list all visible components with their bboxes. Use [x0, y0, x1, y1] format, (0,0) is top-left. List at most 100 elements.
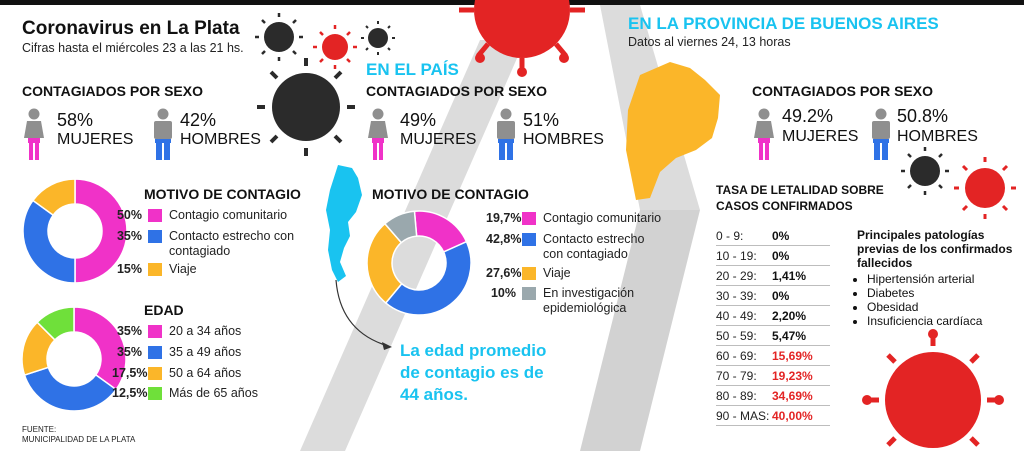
legend-label: Contagio comunitario	[543, 211, 662, 225]
legend-value: 35%	[116, 324, 142, 338]
legend-row: 17,5% 50 a 64 años	[112, 366, 241, 381]
letalidad-valor: 34,69%	[772, 385, 830, 406]
provincia-male-figure-icon	[872, 108, 890, 160]
legend-value: 35%	[116, 345, 142, 359]
legend-swatch	[148, 346, 162, 359]
patologia-item: Hipertensión arterial	[867, 272, 982, 286]
legend-label: Contacto estrecho con contagiado	[169, 229, 295, 258]
pais-hombres-pct: 51%	[523, 110, 560, 130]
edad-promedio-note: La edad promedio de contagio es de 44 añ…	[400, 340, 546, 406]
legend-swatch	[522, 287, 536, 300]
virus-dark-small-1-icon	[255, 13, 303, 61]
letalidad-valor: 0%	[772, 226, 830, 246]
letalidad-rango: 30 - 39:	[716, 285, 772, 306]
fuente-note: FUENTE: MUNICIPALIDAD DE LA PLATA	[22, 425, 135, 445]
legend-swatch	[148, 209, 162, 222]
edad-promedio-line-1: La edad promedio	[400, 341, 547, 360]
legend-swatch	[148, 367, 162, 380]
virus-red-right-icon	[954, 157, 1016, 219]
provincia-hombres-pct: 50.8%	[897, 106, 949, 126]
letalidad-valor: 5,47%	[772, 325, 830, 346]
letalidad-valor: 15,69%	[772, 345, 830, 366]
legend-row: 15% Viaje	[112, 262, 197, 277]
fuente-source: MUNICIPALIDAD DE LA PLATA	[22, 435, 136, 444]
la-plata-title: Coronavirus en La Plata	[22, 18, 240, 39]
letalidad-rango: 80 - 89:	[716, 385, 772, 406]
letalidad-title-line-1: TASA DE LETALIDAD SOBRE	[716, 183, 884, 197]
virus-red-small-1-icon	[313, 25, 357, 69]
provincia-mujeres-label: MUJERES	[782, 128, 859, 145]
patologias-title-line-2: previas de los confirmados	[857, 242, 1013, 256]
legend-value: 35%	[116, 229, 142, 243]
arrow-head-icon	[382, 342, 392, 350]
letalidad-rango: 0 - 9:	[716, 226, 772, 246]
provincia-subtitle: Datos al viernes 24, 13 horas	[628, 35, 791, 49]
la-plata-hombres-pct: 42%	[180, 110, 217, 130]
legend-row: 19,7% Contagio comunitario	[486, 211, 661, 226]
legend-value: 19,7%	[486, 211, 522, 225]
provincia-mujeres-pct: 49.2%	[782, 106, 834, 126]
donut-slice-3	[36, 306, 75, 341]
provincia-sexo-title: CONTAGIADOS POR SEXO	[752, 83, 933, 99]
legend-swatch	[148, 263, 162, 276]
letalidad-rango: 70 - 79:	[716, 365, 772, 386]
patologia-item: Diabetes	[867, 286, 982, 300]
letalidad-rango: 40 - 49:	[716, 305, 772, 326]
legend-value: 12,5%	[112, 386, 148, 400]
pais-motivo-title: MOTIVO DE CONTAGIO	[372, 186, 529, 202]
donut-slice-0	[73, 306, 127, 391]
letalidad-table: 0 - 9: 0% 10 - 19: 0% 20 - 29: 1,41% 30 - 39: 0…	[716, 226, 830, 426]
letalidad-row: 50 - 59: 5,47%	[716, 325, 830, 346]
la-plata-mujeres-label: MUJERES	[57, 131, 134, 148]
legend-swatch	[148, 230, 162, 243]
pais-sexo-title: CONTAGIADOS POR SEXO	[366, 83, 547, 99]
patologias-title-line-1: Principales patologías	[857, 228, 985, 242]
virus-dark-large-icon	[257, 58, 355, 156]
pais-male-figure-icon	[497, 108, 515, 160]
la-plata-sexo-title: CONTAGIADOS POR SEXO	[22, 83, 203, 99]
legend-value: 27,6%	[486, 266, 522, 280]
gray-stripe-right-bottom	[580, 210, 700, 451]
legend-value: 10%	[490, 286, 516, 300]
letalidad-row: 0 - 9: 0%	[716, 226, 830, 246]
patologia-item: Obesidad	[867, 300, 982, 314]
la-plata-hombres-label: HOMBRES	[180, 131, 261, 148]
argentina-map-icon	[326, 165, 362, 282]
donut-slice-3	[383, 210, 418, 244]
gray-stripe-left	[300, 40, 525, 451]
legend-swatch	[522, 233, 536, 246]
letalidad-valor: 19,23%	[772, 365, 830, 386]
legend-label: Más de 65 años	[169, 386, 258, 400]
buenos-aires-map-icon	[626, 62, 720, 200]
legend-row: 42,8% Contacto estrecho con contagiado	[486, 232, 653, 262]
patologias-list: Hipertensión arterialDiabetesObesidadIns…	[857, 272, 982, 328]
donut-slice-1	[384, 240, 472, 316]
letalidad-rango: 20 - 29:	[716, 265, 772, 286]
letalidad-row: 60 - 69: 15,69%	[716, 345, 830, 366]
legend-row: 12,5% Más de 65 años	[112, 386, 258, 401]
provincia-title: EN LA PROVINCIA DE BUENOS AIRES	[628, 14, 939, 33]
letalidad-row: 70 - 79: 19,23%	[716, 365, 830, 386]
legend-label: Contacto estrecho con contagiado	[543, 232, 645, 261]
donut-slice-0	[74, 178, 128, 284]
legend-row: 35% Contacto estrecho con contagiado	[112, 229, 299, 259]
la-plata-subtitle: Cifras hasta el miércoles 23 a las 21 hs…	[22, 41, 244, 55]
legend-label: 50 a 64 años	[169, 366, 242, 380]
legend-row: 27,6% Viaje	[486, 266, 571, 281]
male-figure-icon	[154, 108, 172, 160]
legend-value: 17,5%	[112, 366, 148, 380]
pais-hombres-label: HOMBRES	[523, 131, 604, 148]
legend-label: En investigación epidemiológica	[543, 286, 635, 315]
edad-promedio-line-2: de contagio es de	[400, 363, 544, 382]
letalidad-rango: 60 - 69:	[716, 345, 772, 366]
legend-row: 35% 20 a 34 años	[112, 324, 241, 339]
female-figure-icon	[24, 108, 44, 160]
legend-value: 42,8%	[486, 232, 522, 246]
letalidad-valor: 40,00%	[772, 405, 830, 426]
letalidad-valor: 0%	[772, 245, 830, 266]
letalidad-rango: 10 - 19:	[716, 245, 772, 266]
legend-value: 15%	[116, 262, 142, 276]
virus-red-bottom-icon	[862, 329, 1004, 448]
donut-slice-1	[23, 366, 118, 412]
letalidad-row: 30 - 39: 0%	[716, 285, 830, 306]
